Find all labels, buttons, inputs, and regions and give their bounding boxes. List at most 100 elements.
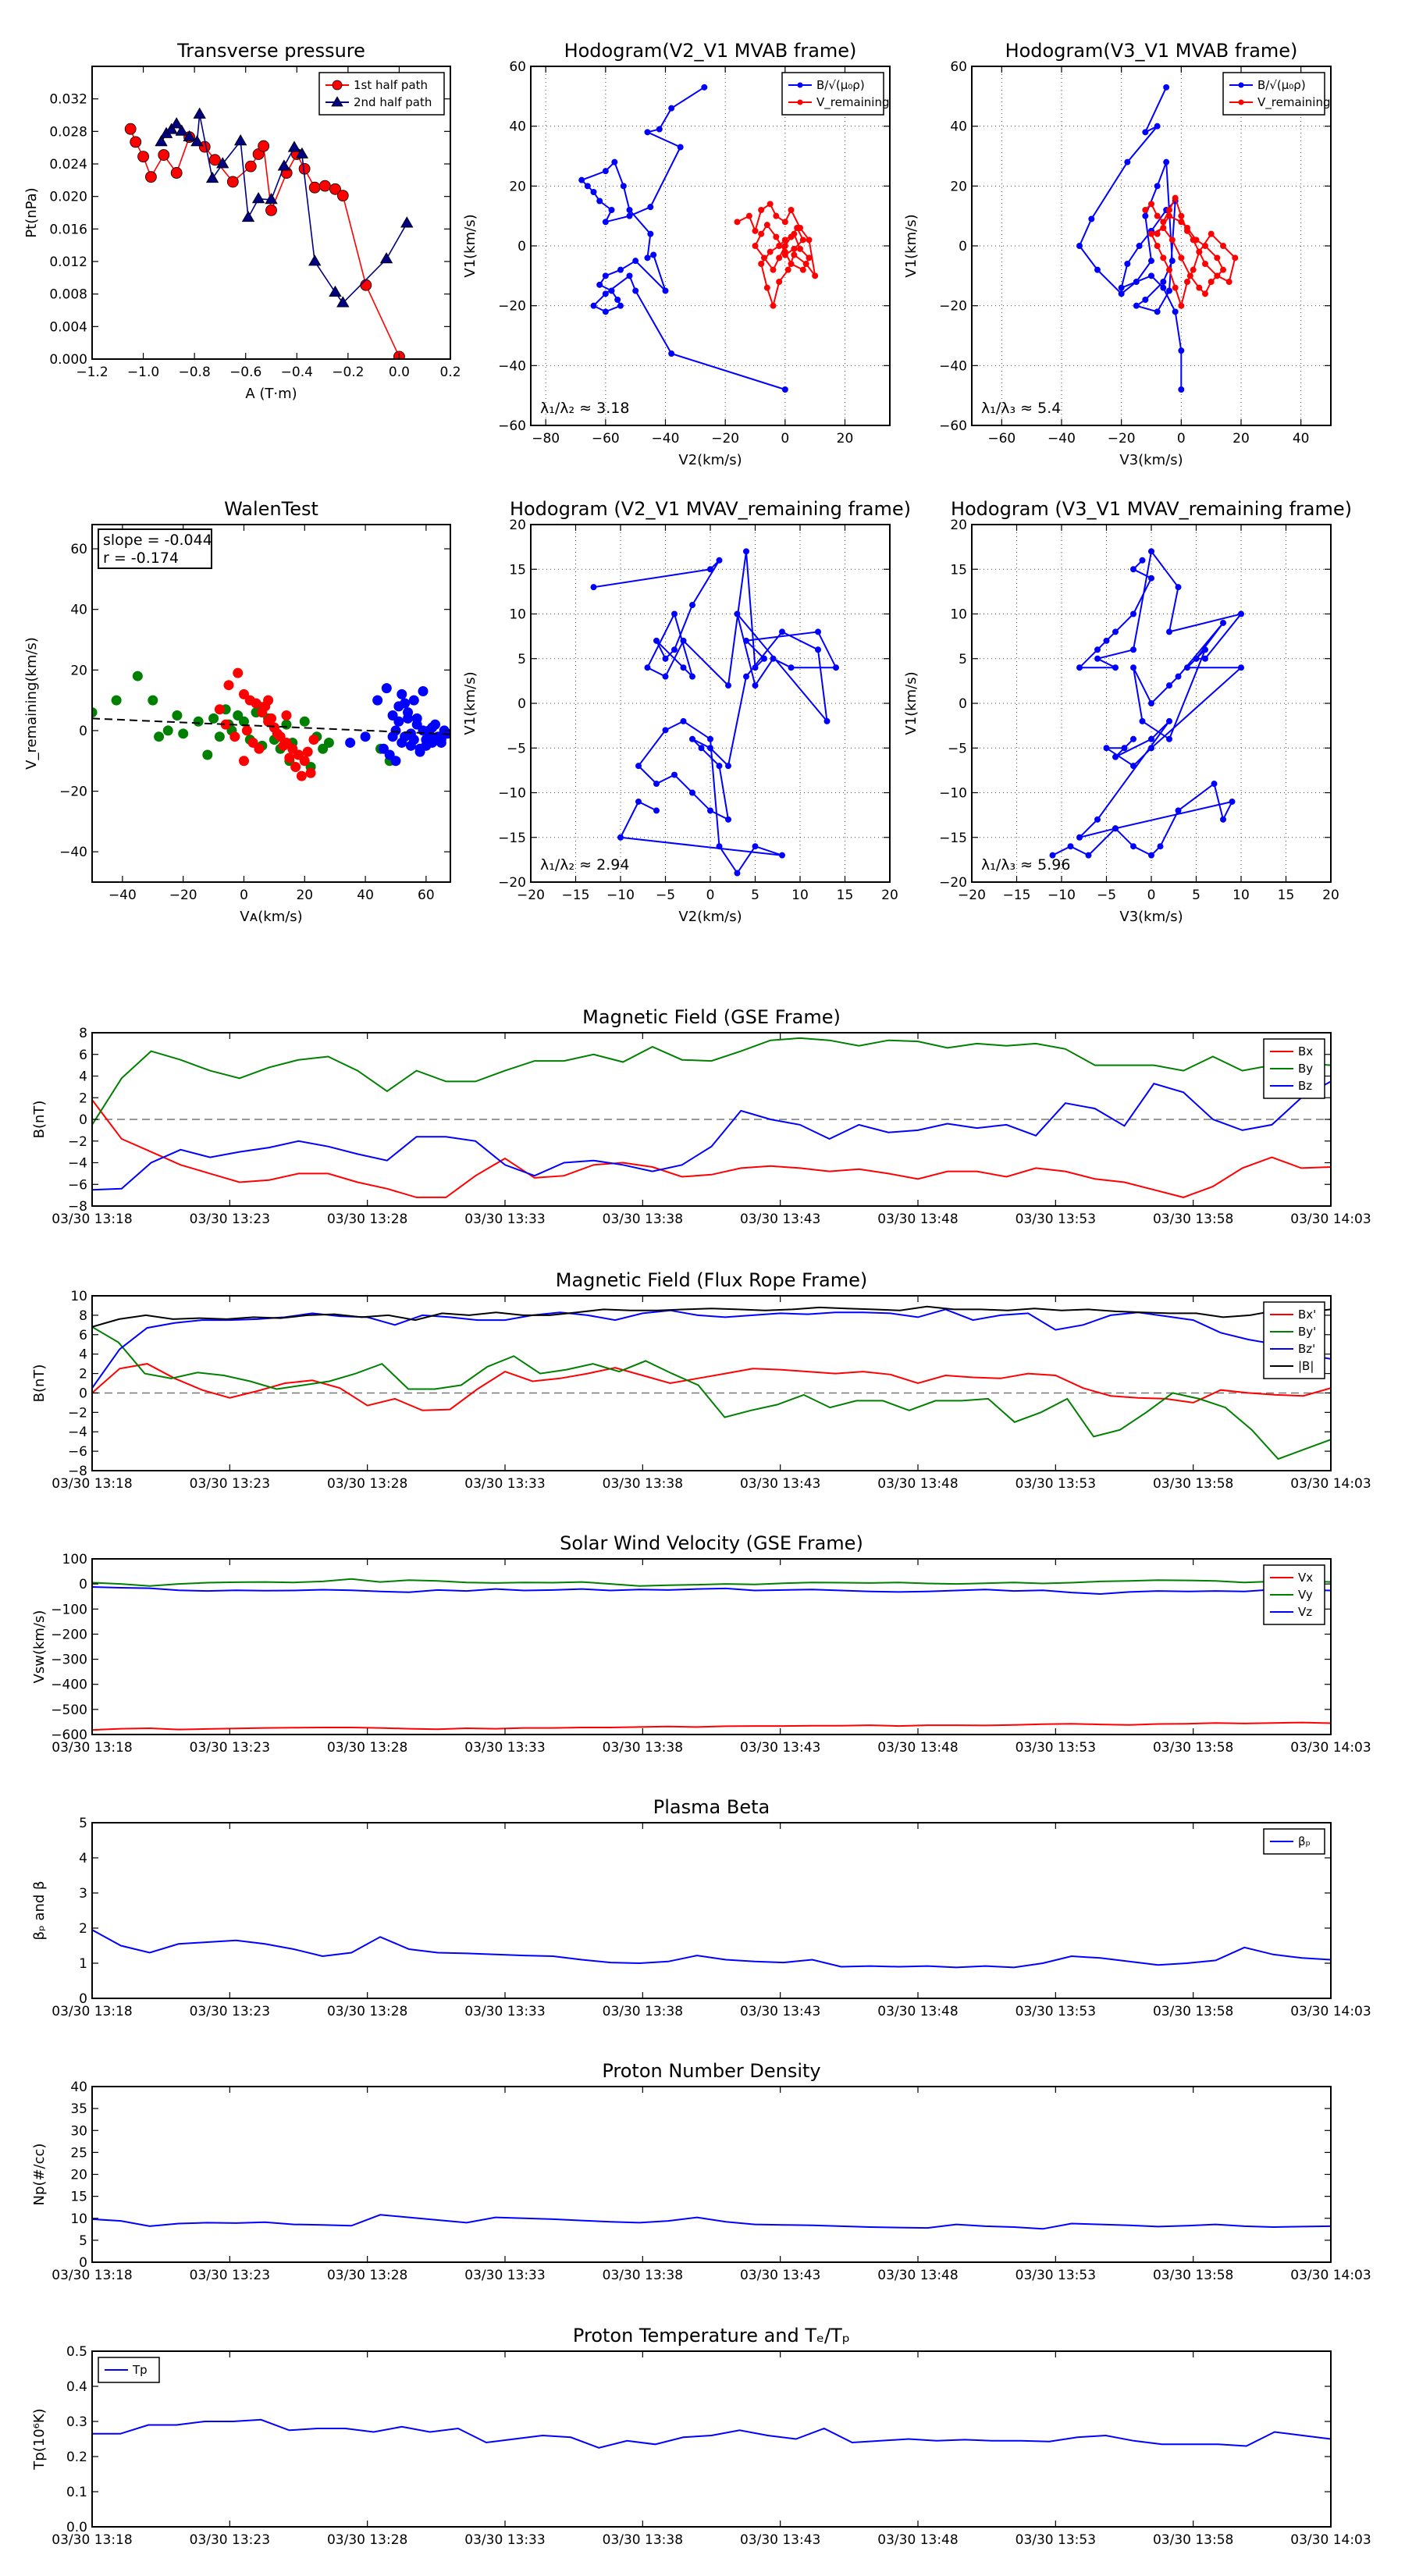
point-h3-0-46 bbox=[617, 834, 624, 841]
x-tick-label: 03/30 13:23 bbox=[190, 2268, 270, 2283]
chart-title: Proton Number Density bbox=[602, 2060, 820, 2082]
x-tick-label: −20 bbox=[1108, 431, 1136, 447]
chart-title: Hodogram(V2_V1 MVAB frame) bbox=[564, 40, 857, 62]
x-tick-label: 03/30 13:43 bbox=[740, 2532, 820, 2548]
point-h3-0-24 bbox=[823, 717, 831, 724]
x-tick-label: 5 bbox=[1192, 888, 1200, 903]
point-h1-1-3 bbox=[758, 207, 765, 213]
point-tp-1-19 bbox=[336, 296, 350, 308]
plot-frame bbox=[91, 66, 451, 360]
x-tick-label: 03/30 13:58 bbox=[1153, 1740, 1233, 1756]
plot-area bbox=[92, 2214, 1331, 2230]
point-h3-0-3 bbox=[689, 602, 695, 609]
point-h2-0-12 bbox=[1163, 158, 1170, 165]
y-tick-label: 6 bbox=[79, 1328, 87, 1343]
point-h4-0-16 bbox=[1193, 655, 1200, 662]
point-h4-0-1 bbox=[1130, 566, 1136, 573]
point-h1-0-9 bbox=[596, 197, 603, 205]
point-h1-1-22 bbox=[797, 245, 803, 252]
y-tick-label: 0 bbox=[79, 1577, 87, 1592]
y-tick-label: −5 bbox=[507, 741, 526, 756]
y-tick-label: 15 bbox=[950, 562, 967, 578]
x-tick-label: 10 bbox=[1232, 888, 1250, 903]
point-h4-0-22 bbox=[1139, 717, 1146, 724]
point-h2-1-12 bbox=[1225, 279, 1232, 285]
legend-label: |B| bbox=[1298, 1359, 1314, 1373]
plot-area bbox=[92, 1578, 1331, 1731]
y-tick-label: 0 bbox=[518, 239, 526, 254]
point-walen-2-7 bbox=[397, 688, 407, 699]
point-walen-0-2 bbox=[132, 671, 143, 681]
legend-marker bbox=[1238, 82, 1244, 88]
x-tick-label: 03/30 13:18 bbox=[52, 2268, 132, 2283]
point-h2-1-0 bbox=[1142, 207, 1149, 213]
point-h4-0-48 bbox=[1049, 852, 1056, 859]
y-tick-label: 10 bbox=[950, 607, 967, 623]
x-tick-label: −20 bbox=[958, 888, 986, 903]
point-walen-1-14 bbox=[214, 704, 225, 715]
x-tick-label: 40 bbox=[1293, 431, 1310, 447]
point-h3-0-5 bbox=[662, 655, 669, 662]
x-tick-label: 03/30 13:38 bbox=[603, 1740, 683, 1756]
y-axis-label: V1(km/s) bbox=[462, 214, 478, 277]
y-axis-label: Np(#/cc) bbox=[31, 2144, 48, 2206]
point-h3-0-35 bbox=[689, 789, 695, 796]
chart-h3: −20 −15 −10 −5 0 5 10 15 20−20−15−10−505101520Ho… bbox=[462, 498, 911, 925]
x-tick-label: 03/30 13:58 bbox=[1153, 2268, 1233, 2283]
x-tick-label: 03/30 13:18 bbox=[52, 2004, 132, 2019]
point-walen-2-25 bbox=[397, 737, 407, 748]
point-h1-1-15 bbox=[770, 302, 777, 309]
point-tp-0-9 bbox=[226, 176, 239, 188]
x-tick-label: 15 bbox=[837, 888, 854, 903]
point-h1-1-9 bbox=[806, 237, 813, 244]
point-h1-1-0 bbox=[734, 219, 741, 226]
x-axis-label: A (T·m) bbox=[245, 386, 297, 402]
point-h3-0-8 bbox=[689, 673, 695, 680]
point-h2-0-7 bbox=[1118, 290, 1125, 297]
y-tick-label: 2 bbox=[79, 1367, 87, 1382]
point-tp-0-8 bbox=[208, 154, 221, 166]
chart-h2: −60 −40 −20 0 20 40 −60 −40 −20 0 20 40 60 Hodogram(V… bbox=[903, 40, 1332, 468]
chart-title: Proton Temperature and Tₑ/Tₚ bbox=[573, 2325, 850, 2347]
y-tick-label: 0 bbox=[79, 1386, 87, 1401]
y-tick-label: −200 bbox=[51, 1627, 87, 1642]
y-tick-label: 10 bbox=[70, 2211, 87, 2227]
plot-area bbox=[92, 1037, 1331, 1198]
point-h2-1-17 bbox=[1190, 266, 1197, 273]
point-h1-0-20 bbox=[662, 287, 669, 294]
legend-label: By bbox=[1298, 1062, 1313, 1076]
point-h2-1-22 bbox=[1160, 254, 1167, 262]
point-walen-1-23 bbox=[278, 740, 289, 751]
point-h3-0-2 bbox=[716, 557, 723, 564]
y-tick-label: 35 bbox=[70, 2101, 87, 2117]
point-walen-2-24 bbox=[390, 756, 401, 767]
x-tick-label: 20 bbox=[1322, 888, 1339, 903]
x-tick-label: 03/30 13:48 bbox=[877, 2268, 958, 2283]
point-h4-0-28 bbox=[1130, 763, 1136, 770]
x-tick-label: 5 bbox=[751, 888, 759, 903]
point-h2-1-33 bbox=[1214, 254, 1221, 262]
point-tp-1-12 bbox=[251, 191, 265, 204]
point-h2-1-35 bbox=[1193, 237, 1200, 244]
point-tp-1-11 bbox=[241, 210, 255, 222]
y-tick-label: 10 bbox=[70, 1289, 87, 1304]
x-tick-label: 03/30 13:53 bbox=[1016, 1476, 1096, 1492]
point-h1-0-33 bbox=[668, 350, 675, 357]
point-h3-0-18 bbox=[815, 628, 821, 635]
plot-frame bbox=[91, 1558, 1332, 1735]
point-h2-0-4 bbox=[1088, 215, 1095, 222]
point-h2-1-20 bbox=[1172, 284, 1179, 291]
point-tp-1-13 bbox=[265, 193, 278, 205]
point-h1-0-21 bbox=[632, 258, 639, 265]
point-tp-0-3 bbox=[145, 171, 157, 183]
point-h4-0-10 bbox=[1130, 646, 1136, 653]
point-walen-1-22 bbox=[272, 728, 283, 739]
point-h3-0-29 bbox=[707, 745, 713, 752]
x-tick-label: 03/30 13:48 bbox=[877, 2532, 958, 2548]
chart-title: Hodogram (V3_V1 MVAV_remaining frame) bbox=[951, 498, 1352, 520]
point-walen-2-34 bbox=[400, 698, 411, 709]
y-tick-label: −20 bbox=[498, 299, 526, 315]
y-tick-label: 0.004 bbox=[49, 319, 87, 335]
point-h2-0-18 bbox=[1166, 287, 1172, 294]
point-tp-1-16 bbox=[295, 147, 309, 158]
